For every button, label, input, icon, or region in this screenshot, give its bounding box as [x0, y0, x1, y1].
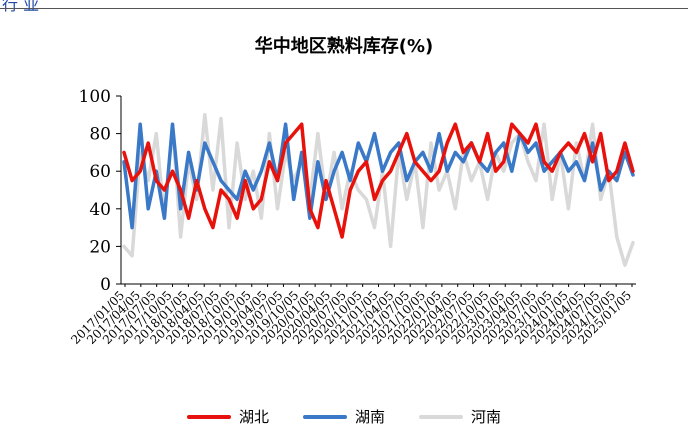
legend-swatch — [302, 414, 347, 419]
legend-item: 湖南 — [302, 406, 385, 427]
legend-item: 河南 — [419, 406, 501, 427]
header-fragment: 行 业 — [2, 0, 40, 14]
legend-swatch — [186, 414, 231, 419]
legend-swatch — [419, 414, 463, 419]
legend-label: 湖北 — [238, 408, 269, 426]
y-tick-label: 20 — [89, 237, 111, 257]
y-tick-label: 0 — [100, 275, 111, 295]
y-tick-label: 40 — [89, 200, 111, 220]
legend-label: 湖南 — [354, 408, 385, 426]
y-tick-label: 100 — [79, 87, 111, 107]
y-tick-label: 80 — [89, 125, 111, 145]
series-line-1 — [122, 122, 635, 239]
legend-label: 河南 — [471, 408, 502, 426]
legend: 湖北 湖南 河南 — [0, 406, 688, 427]
header-rule — [0, 8, 688, 9]
legend-item: 湖北 — [186, 406, 269, 427]
y-tick-label: 60 — [89, 162, 111, 182]
chart-title: 华中地区熟料库存(%) — [254, 36, 434, 57]
